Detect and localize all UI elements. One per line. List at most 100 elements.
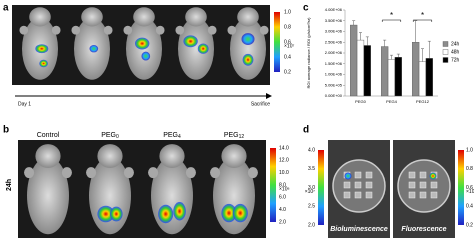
y-tick-label: 3.00E+06 — [325, 29, 343, 34]
significance-bracket — [381, 19, 402, 22]
colorbar-label: 4.0 — [279, 207, 286, 213]
colorbar-unit: ×10⁷ — [305, 189, 315, 195]
bar — [418, 61, 427, 97]
time-label: 24h — [6, 179, 13, 191]
legend-label: 72h — [451, 57, 460, 63]
y-tick-label: 1.50E+06 — [325, 61, 343, 66]
group-label: PEG4 — [163, 132, 181, 140]
signal — [35, 44, 49, 54]
colorbar-unit: ×10⁷ — [284, 43, 294, 49]
signal — [39, 59, 48, 68]
colorbar — [274, 12, 280, 72]
mouse-leg — [155, 25, 165, 35]
mouse-body — [230, 17, 266, 80]
mouse-leg — [61, 167, 72, 179]
group-subscript: 4 — [178, 134, 181, 140]
mouse-head — [185, 7, 207, 27]
colorbar-label: 2.0 — [308, 222, 315, 228]
figure: a 1.0 0.8 0.6 0.4 0.2 ×10⁷ Day 1 Sacrifice b 24h Co… — [3, 3, 474, 238]
colorbar-label: 1.0 — [284, 9, 291, 15]
timeline-start: Day 1 — [18, 101, 31, 107]
mouse-head — [133, 7, 155, 27]
well — [408, 171, 416, 179]
mouse-leg — [148, 167, 159, 179]
colorbar-label: 2.5 — [308, 204, 315, 210]
colorbar-label: 6.0 — [279, 195, 286, 201]
colorbar-label: 0.2 — [466, 222, 473, 228]
colorbar-label: 3.5 — [308, 166, 315, 172]
mouse-leg — [71, 25, 81, 35]
colorbar-label: 0.6 — [466, 185, 473, 191]
colorbar — [318, 150, 324, 225]
well — [419, 191, 427, 199]
group-name: PEG — [163, 132, 178, 139]
panel-label: a — [3, 3, 9, 14]
mouse-head — [29, 7, 51, 27]
legend-swatch — [442, 49, 449, 55]
panel-label: c — [303, 3, 309, 14]
colorbar-label: 8.0 — [279, 182, 286, 188]
signal — [141, 51, 151, 61]
group-label: Control — [37, 132, 60, 139]
well — [365, 181, 373, 189]
mouse-head — [97, 144, 123, 168]
signal — [197, 43, 209, 54]
mouse-leg — [19, 25, 29, 35]
y-tick-label: 4.00E+06 — [325, 7, 343, 12]
mouse-leg — [185, 167, 196, 179]
error-bar — [352, 20, 356, 26]
panel-label: d — [303, 125, 309, 136]
signal — [173, 202, 186, 221]
colorbar-label: 3.0 — [308, 185, 315, 191]
x-tick-label: PEG0 — [355, 99, 366, 104]
mouse-head — [221, 144, 247, 168]
signal — [89, 45, 99, 53]
colorbar-label: 2.0 — [279, 219, 286, 225]
mouse-leg — [24, 167, 35, 179]
colorbar-label: 1.0 — [466, 147, 473, 153]
image-label: Fluorescence — [401, 226, 446, 233]
legend-swatch — [442, 57, 449, 63]
well — [343, 181, 351, 189]
x-tick-label: PEG12 — [416, 99, 430, 104]
mouse-leg — [210, 167, 221, 179]
signal — [97, 205, 115, 223]
error-bar — [414, 20, 418, 43]
colorbar-unit: ×10⁹ — [466, 189, 474, 195]
group-name: PEG — [224, 132, 239, 139]
mouse-body — [178, 17, 214, 80]
signal — [344, 172, 352, 180]
significance-bracket — [412, 19, 433, 22]
y-axis-label: ROI average radiance / ROI (p/s/cm²/sr) — [306, 17, 311, 89]
colorbar-label: 4.0 — [308, 147, 315, 153]
mouse-head — [159, 144, 185, 168]
colorbar — [270, 148, 276, 222]
signal — [241, 33, 255, 46]
error-bar — [359, 32, 362, 41]
mouse-body — [89, 156, 131, 235]
well — [365, 191, 373, 199]
legend-swatch — [442, 41, 449, 47]
colorbar-label: 10.0 — [279, 170, 289, 176]
group-subscript: 12 — [239, 134, 245, 140]
colorbar-label: 0.4 — [466, 204, 473, 210]
error-bar — [383, 39, 387, 47]
well — [430, 181, 438, 189]
y-tick-label: 3.50E+06 — [325, 18, 343, 23]
arrow-head — [266, 93, 272, 99]
legend-label: 48h — [451, 49, 460, 55]
error-bar — [427, 40, 431, 59]
colorbar-label: 14.0 — [279, 145, 289, 151]
error-bar — [396, 53, 400, 58]
page: { "panel_a": {"label": "a", "start": "Da… — [3, 2, 474, 238]
bar — [425, 58, 433, 97]
y-tick-label: 5.00E+05 — [325, 82, 343, 87]
group-subscript: 0 — [116, 134, 119, 140]
legend-label: 24h — [451, 41, 460, 47]
bar — [387, 59, 396, 97]
mouse-head — [81, 7, 103, 27]
x-tick-label: PEG4 — [386, 99, 397, 104]
well — [354, 191, 362, 199]
mouse-leg — [207, 25, 217, 35]
well — [354, 171, 362, 179]
